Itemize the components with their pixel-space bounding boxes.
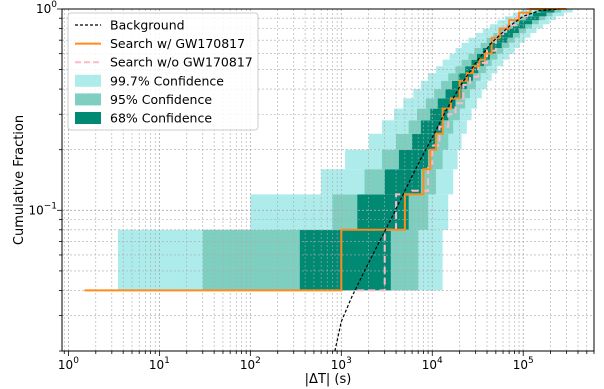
y-axis-label: Cumulative Fraction xyxy=(12,115,27,245)
band-68 xyxy=(501,32,513,38)
background-line xyxy=(334,8,560,352)
band-68 xyxy=(471,59,484,67)
axis-ticks xyxy=(57,8,595,356)
band-68 xyxy=(525,16,540,21)
x-tick-label: 103 xyxy=(331,356,352,372)
band-68 xyxy=(458,73,473,81)
data-curves xyxy=(84,8,567,352)
x-tick-labels: 100 101 102 103 104 105 xyxy=(58,356,534,372)
band-68 xyxy=(476,53,490,60)
band-68 xyxy=(532,12,547,17)
band-68 xyxy=(445,89,462,99)
x-tick-label: 105 xyxy=(513,356,534,372)
legend-label: 68% Confidence xyxy=(110,111,212,126)
x-tick-label: 104 xyxy=(422,356,443,372)
x-tick-label: 101 xyxy=(149,356,170,372)
confidence-bands xyxy=(117,9,573,291)
band-68 xyxy=(495,37,508,43)
band-68 xyxy=(299,229,391,291)
band-68 xyxy=(437,98,456,109)
band-68 xyxy=(488,42,502,49)
y-tick-label: 100 xyxy=(36,0,57,16)
band-68 xyxy=(506,28,520,33)
legend: Background Search w/ GW170817 Search w/o G… xyxy=(67,12,259,131)
band-68 xyxy=(482,48,496,54)
legend-label: Search w/ GW170817 xyxy=(110,36,245,51)
band-68 xyxy=(519,20,533,25)
band-68 xyxy=(540,9,555,13)
y-tick-labels: 10−1 100 xyxy=(28,0,57,217)
x-tick-label: 102 xyxy=(240,356,261,372)
band-68 xyxy=(398,149,429,170)
y-tick-label: 10−1 xyxy=(28,201,57,217)
legend-box xyxy=(67,12,259,131)
x-tick-label: 100 xyxy=(58,356,79,372)
legend-swatch-band_997 xyxy=(75,74,101,87)
legend-label: Search w/o GW170817 xyxy=(110,55,253,70)
legend-label: 99.7% Confidence xyxy=(110,73,224,88)
band-68 xyxy=(420,120,443,134)
legend-swatch-band_68 xyxy=(75,112,101,124)
x-axis-label: |ΔT| (s) xyxy=(305,372,352,387)
legend-swatch-band_95 xyxy=(75,93,101,106)
legend-label: 95% Confidence xyxy=(110,92,212,107)
legend-label: Background xyxy=(110,18,185,33)
band-68 xyxy=(357,194,409,230)
plot-frame xyxy=(61,8,595,352)
